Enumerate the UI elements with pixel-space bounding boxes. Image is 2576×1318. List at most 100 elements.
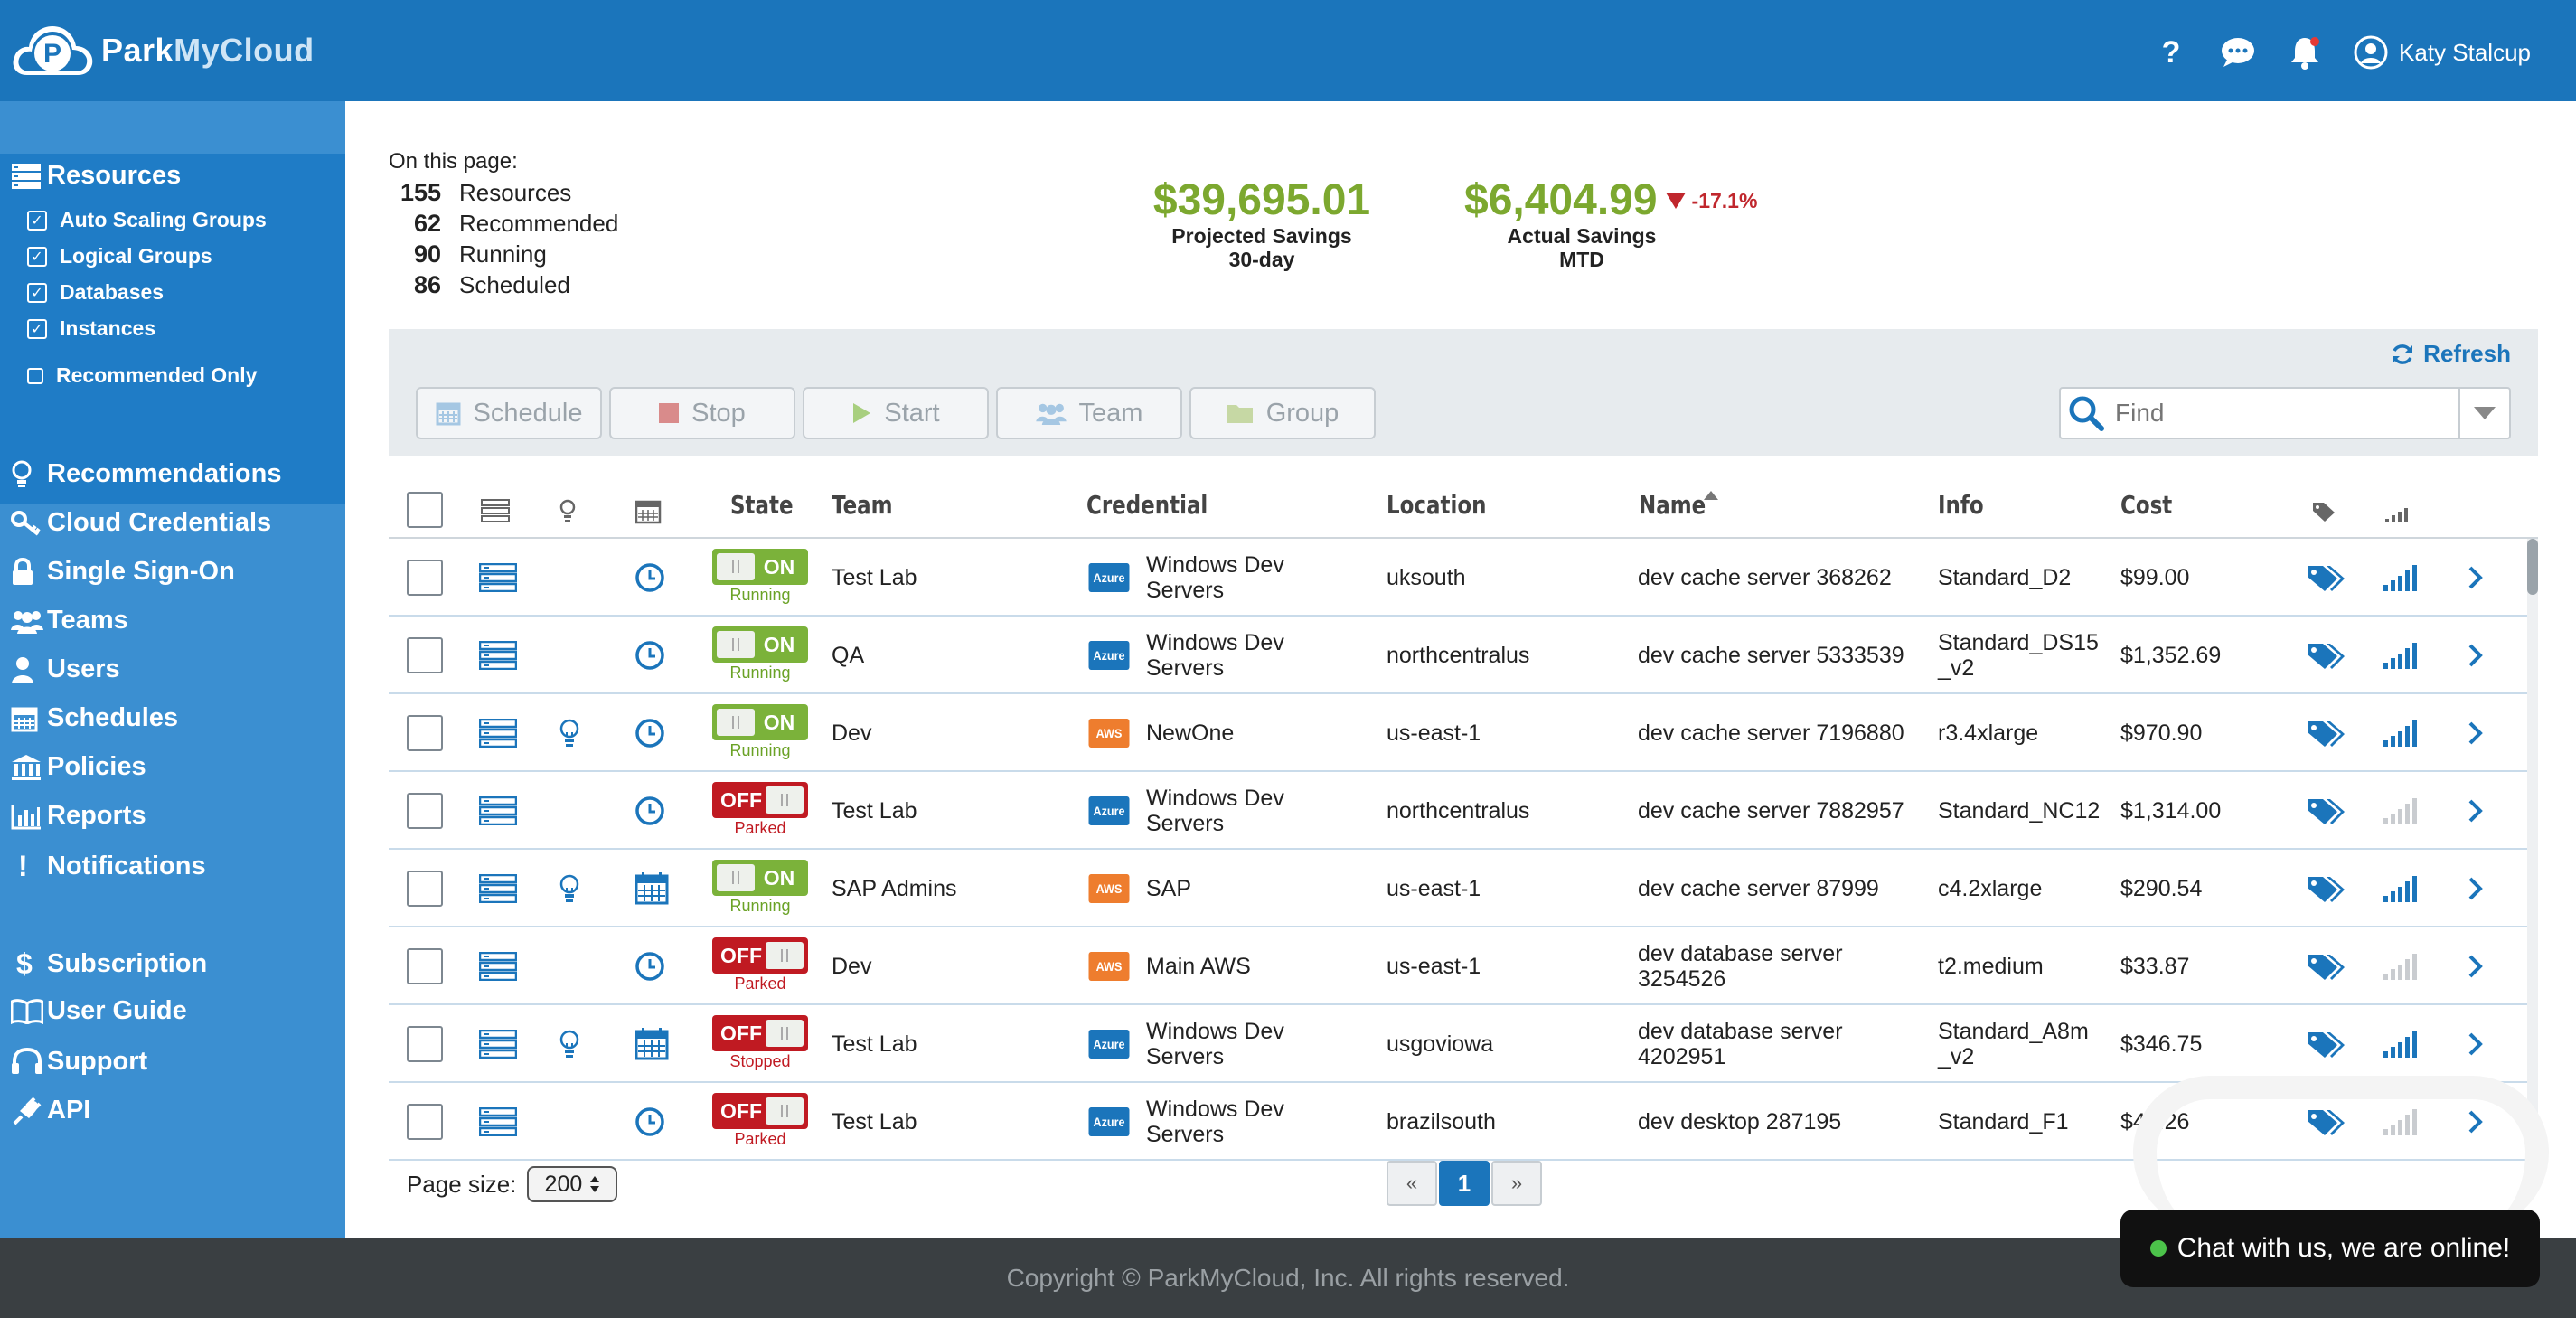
tags-header-icon[interactable]: [2312, 501, 2339, 522]
on-off-switch-on[interactable]: ON: [712, 626, 808, 663]
calendar-icon[interactable]: [635, 872, 669, 905]
on-off-switch-off[interactable]: OFF: [712, 1093, 808, 1129]
state-toggle[interactable]: ON Running: [712, 860, 808, 916]
recommendation-header-icon[interactable]: [559, 499, 577, 524]
chevron-right-icon[interactable]: [2468, 798, 2484, 824]
on-off-switch-on[interactable]: ON: [712, 704, 808, 740]
row-checkbox[interactable]: [407, 637, 443, 673]
sidebar-item-user-guide[interactable]: User Guide: [11, 996, 187, 1026]
checkbox-checked-icon[interactable]: ✓: [27, 282, 47, 303]
column-header-state[interactable]: State: [730, 490, 794, 520]
filter-auto-scaling-groups[interactable]: ✓ Auto Scaling Groups: [27, 208, 267, 232]
bell-icon[interactable]: [2287, 34, 2323, 71]
row-checkbox[interactable]: [407, 1104, 443, 1140]
instance-server-icon[interactable]: [479, 952, 517, 981]
sidebar-item-subscription[interactable]: $ Subscription: [11, 947, 207, 981]
schedule-button[interactable]: Schedule: [416, 387, 602, 439]
chevron-right-icon[interactable]: [2468, 954, 2484, 979]
instance-server-icon[interactable]: [479, 1030, 517, 1059]
on-off-switch-on[interactable]: ON: [712, 860, 808, 896]
tags-icon[interactable]: [2307, 641, 2346, 670]
utilization-signal-icon[interactable]: [2383, 1030, 2421, 1059]
find-input[interactable]: [2115, 399, 2458, 428]
next-page-button[interactable]: »: [1491, 1161, 1542, 1206]
tags-icon[interactable]: [2307, 719, 2346, 748]
utilization-signal-low-icon[interactable]: [2383, 1107, 2421, 1136]
utilization-signal-low-icon[interactable]: [2383, 796, 2421, 825]
on-off-switch-off[interactable]: OFF: [712, 937, 808, 974]
utilization-signal-icon[interactable]: [2383, 874, 2421, 903]
table-row[interactable]: ON Running SAP Admins AWS SAP us-east-1 dev …: [389, 850, 2538, 927]
table-row[interactable]: OFF Parked Test Lab Azure Windows Dev Serve…: [389, 772, 2538, 850]
state-toggle[interactable]: ON Running: [712, 626, 808, 683]
checkbox-checked-icon[interactable]: ✓: [27, 318, 47, 339]
tags-icon[interactable]: [2307, 952, 2346, 981]
clock-icon[interactable]: [635, 796, 665, 826]
chevron-right-icon[interactable]: [2468, 643, 2484, 668]
column-header-location[interactable]: Location: [1387, 490, 1487, 520]
find-box[interactable]: [2059, 387, 2511, 439]
chevron-right-icon[interactable]: [2468, 1031, 2484, 1057]
stop-button[interactable]: Stop: [609, 387, 795, 439]
sidebar-item-notifications[interactable]: ! Notifications: [11, 850, 206, 883]
clock-icon[interactable]: [635, 951, 665, 982]
tags-icon[interactable]: [2307, 796, 2346, 825]
clock-icon[interactable]: [635, 1106, 665, 1137]
clock-icon[interactable]: [635, 640, 665, 671]
table-row[interactable]: OFF Stopped Test Lab Azure Windows Dev Serv…: [389, 1005, 2538, 1083]
schedule-header-icon[interactable]: [635, 499, 662, 524]
instance-server-icon[interactable]: [479, 563, 517, 592]
table-row[interactable]: OFF Parked Dev AWS Main AWS us-east-1 dev da…: [389, 927, 2538, 1005]
group-button[interactable]: Group: [1189, 387, 1376, 439]
sidebar-item-single-sign-on[interactable]: Single Sign-On: [11, 557, 235, 587]
state-toggle[interactable]: OFF Parked: [712, 782, 808, 838]
sidebar-item-recommendations[interactable]: Recommendations: [11, 459, 281, 489]
select-all-checkbox[interactable]: [407, 492, 443, 528]
tags-icon[interactable]: [2307, 874, 2346, 903]
utilization-signal-icon[interactable]: [2383, 563, 2421, 592]
page-1-button[interactable]: 1: [1439, 1161, 1490, 1206]
recommendation-lightbulb-icon[interactable]: [559, 874, 580, 905]
chevron-right-icon[interactable]: [2468, 720, 2484, 746]
chat-widget[interactable]: Chat with us, we are online!: [2120, 1210, 2540, 1287]
chevron-right-icon[interactable]: [2468, 565, 2484, 590]
calendar-icon[interactable]: [635, 1028, 669, 1060]
column-header-name[interactable]: Name: [1639, 490, 1706, 520]
filter-databases[interactable]: ✓ Databases: [27, 280, 164, 305]
row-checkbox[interactable]: [407, 1026, 443, 1062]
table-row[interactable]: ON Running Test Lab Azure Windows Dev Serve…: [389, 539, 2538, 617]
checkbox-unchecked-icon[interactable]: [27, 367, 43, 384]
sidebar-item-teams[interactable]: Teams: [11, 606, 128, 635]
find-dropdown-button[interactable]: [2458, 389, 2509, 438]
instance-server-icon[interactable]: [479, 719, 517, 748]
state-toggle[interactable]: ON Running: [712, 549, 808, 605]
column-header-cost[interactable]: Cost: [2120, 490, 2173, 520]
instance-server-icon[interactable]: [479, 1107, 517, 1136]
page-size-select[interactable]: 200: [527, 1166, 618, 1202]
row-checkbox[interactable]: [407, 948, 443, 984]
clock-icon[interactable]: [635, 718, 665, 748]
state-toggle[interactable]: OFF Stopped: [712, 1015, 808, 1071]
utilization-signal-low-icon[interactable]: [2383, 952, 2421, 981]
sidebar-item-reports[interactable]: Reports: [11, 801, 146, 831]
clock-icon[interactable]: [635, 562, 665, 593]
checkbox-checked-icon[interactable]: ✓: [27, 210, 47, 231]
instance-server-icon[interactable]: [479, 874, 517, 903]
chevron-right-icon[interactable]: [2468, 876, 2484, 901]
table-scrollbar[interactable]: [2527, 539, 2538, 1135]
tags-icon[interactable]: [2307, 1107, 2346, 1136]
utilization-signal-icon[interactable]: [2383, 641, 2421, 670]
scrollbar-thumb[interactable]: [2527, 539, 2538, 595]
sidebar-item-schedules[interactable]: Schedules: [11, 703, 178, 733]
help-icon[interactable]: ?: [2161, 34, 2181, 70]
state-toggle[interactable]: OFF Parked: [712, 937, 808, 993]
chat-icon[interactable]: [2220, 34, 2256, 71]
filter-instances[interactable]: ✓ Instances: [27, 316, 155, 341]
column-header-team[interactable]: Team: [832, 490, 893, 520]
start-button[interactable]: Start: [803, 387, 989, 439]
prev-page-button[interactable]: «: [1387, 1161, 1437, 1206]
sidebar-item-cloud-credentials[interactable]: Cloud Credentials: [11, 508, 271, 538]
sidebar-item-policies[interactable]: Policies: [11, 752, 146, 782]
filter-logical-groups[interactable]: ✓ Logical Groups: [27, 244, 212, 268]
column-header-info[interactable]: Info: [1938, 490, 1984, 520]
